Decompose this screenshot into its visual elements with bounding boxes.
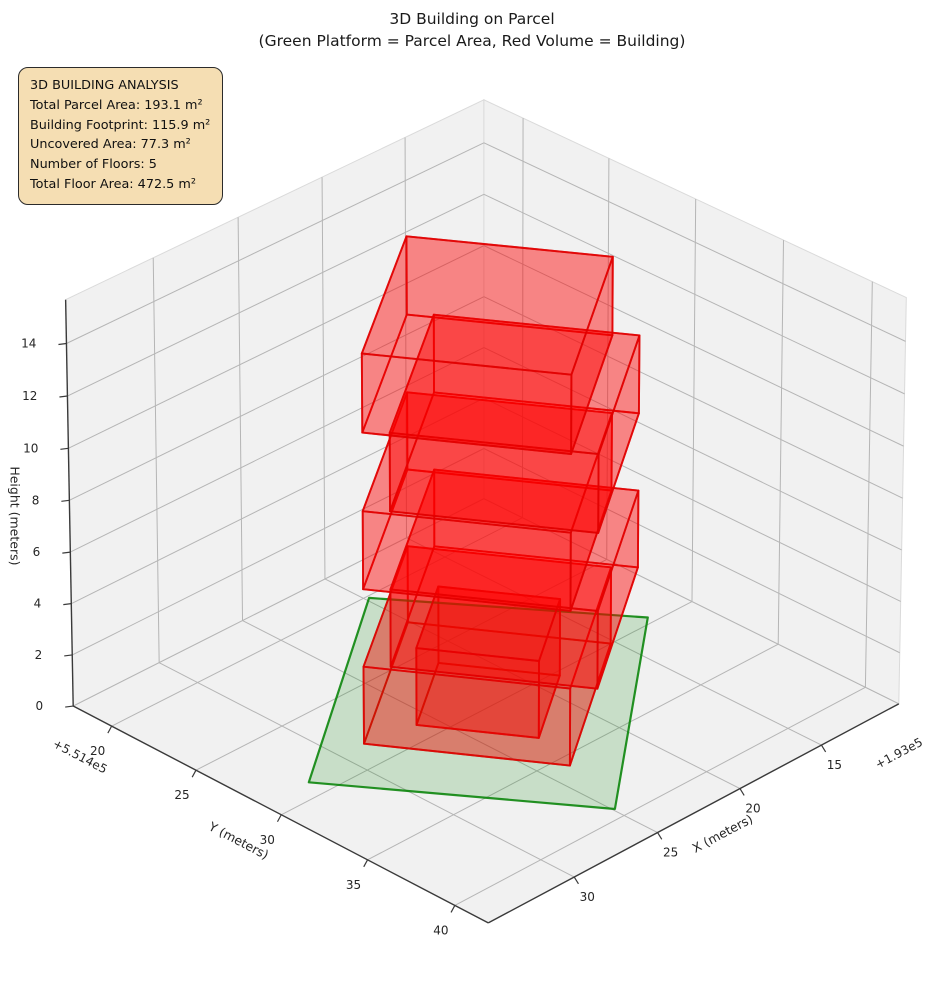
grid-line [483,245,904,447]
tick-mark [60,447,69,450]
grid-line [242,620,658,833]
grid-line [321,177,326,579]
building-and-parcel [307,235,649,811]
grid-line [67,193,485,397]
info-parcel-area: Total Parcel Area: 193.1 m² [30,97,203,113]
building-face [360,352,573,455]
z-axis-title: Height (meters) [7,466,22,565]
y-tick-label: 20 [90,744,105,758]
x-axis-line [487,703,900,924]
y-tick-label: 40 [433,923,448,937]
grid-line [483,347,902,551]
x-tick-label: 20 [745,802,760,816]
grid-line [69,296,485,501]
tick-mark [63,603,72,606]
building-face [388,431,600,534]
grid-line [72,448,485,656]
info-num-floors: Number of Floors: 5 [30,157,157,173]
grid-line [111,517,523,727]
building-face [361,510,572,612]
z-axis-line [64,299,74,707]
tick-mark [61,499,70,502]
x-axis-title: X (meters) [690,811,756,856]
tick-mark [64,654,73,657]
grid-line [483,498,900,705]
tick-mark [191,769,197,778]
tick-mark [363,859,369,868]
parcel-platform [307,596,649,811]
chart-title: 3D Building on Parcel (Green Platform = … [0,8,944,52]
y-tick-label: 30 [260,833,275,847]
tick-mark [58,342,67,346]
grid-line [68,245,485,449]
tick-mark [657,832,663,840]
grid-line [367,643,779,861]
grid-line [483,142,906,342]
z-tick-label: 2 [35,648,43,662]
x-tick-label: 30 [580,890,595,904]
grid-line [864,281,873,688]
grid-line [691,198,697,602]
grid-line [483,397,901,602]
building-face [415,647,540,739]
axis-lines [64,299,900,924]
grid-line [521,118,524,518]
grid-line [152,257,160,663]
grid-line [71,397,485,605]
grid-line [777,240,785,645]
tick-mark [65,705,74,708]
z-tick-label: 6 [33,545,41,559]
tick-mark [450,905,456,913]
grid-line [483,193,905,395]
x-tick-label: 25 [663,846,678,860]
grid-lines [66,118,906,906]
analysis-info-box: 3D BUILDING ANALYSIS Total Parcel Area: … [18,67,224,205]
tick-mark [62,551,71,554]
info-footprint: Building Footprint: 115.9 m² [30,117,211,133]
y-tick-label: 25 [174,788,189,802]
grid-line [606,158,610,560]
grid-line [158,662,575,878]
z-tick-label: 14 [21,337,36,351]
grid-line [72,498,485,707]
info-box-heading: 3D BUILDING ANALYSIS [30,78,179,93]
chart-title-line2: (Green Platform = Parcel Area, Red Volum… [258,32,686,50]
grid-line [281,601,693,816]
building-face [362,665,572,767]
z-tick-label: 8 [32,493,40,507]
chart-title-line1: 3D Building on Parcel [389,10,555,28]
y-axis-line [72,705,489,924]
z-tick-label: 10 [23,441,38,455]
grid-line [454,686,866,906]
z-tick-label: 12 [22,389,37,403]
tick-mark [739,788,745,796]
z-tick-label: 0 [36,699,44,713]
x-tick-label: 15 [827,758,842,772]
building-face [360,235,614,376]
z-tick-label: 4 [34,597,42,611]
info-uncovered: Uncovered Area: 77.3 m² [30,137,191,153]
grid-line [66,142,485,344]
grid-line [195,558,607,771]
x-axis-offset-text: +1.93e5 [873,735,925,772]
info-floor-area: Total Floor Area: 472.5 m² [30,176,196,192]
tick-mark [107,725,113,734]
grid-line [237,217,244,621]
y-tick-label: 35 [346,878,361,892]
tick-mark [820,744,827,753]
tick-mark [59,395,68,398]
building-face [389,588,599,690]
tick-mark [276,814,282,823]
grid-line [70,347,485,553]
tick-mark [573,876,579,885]
